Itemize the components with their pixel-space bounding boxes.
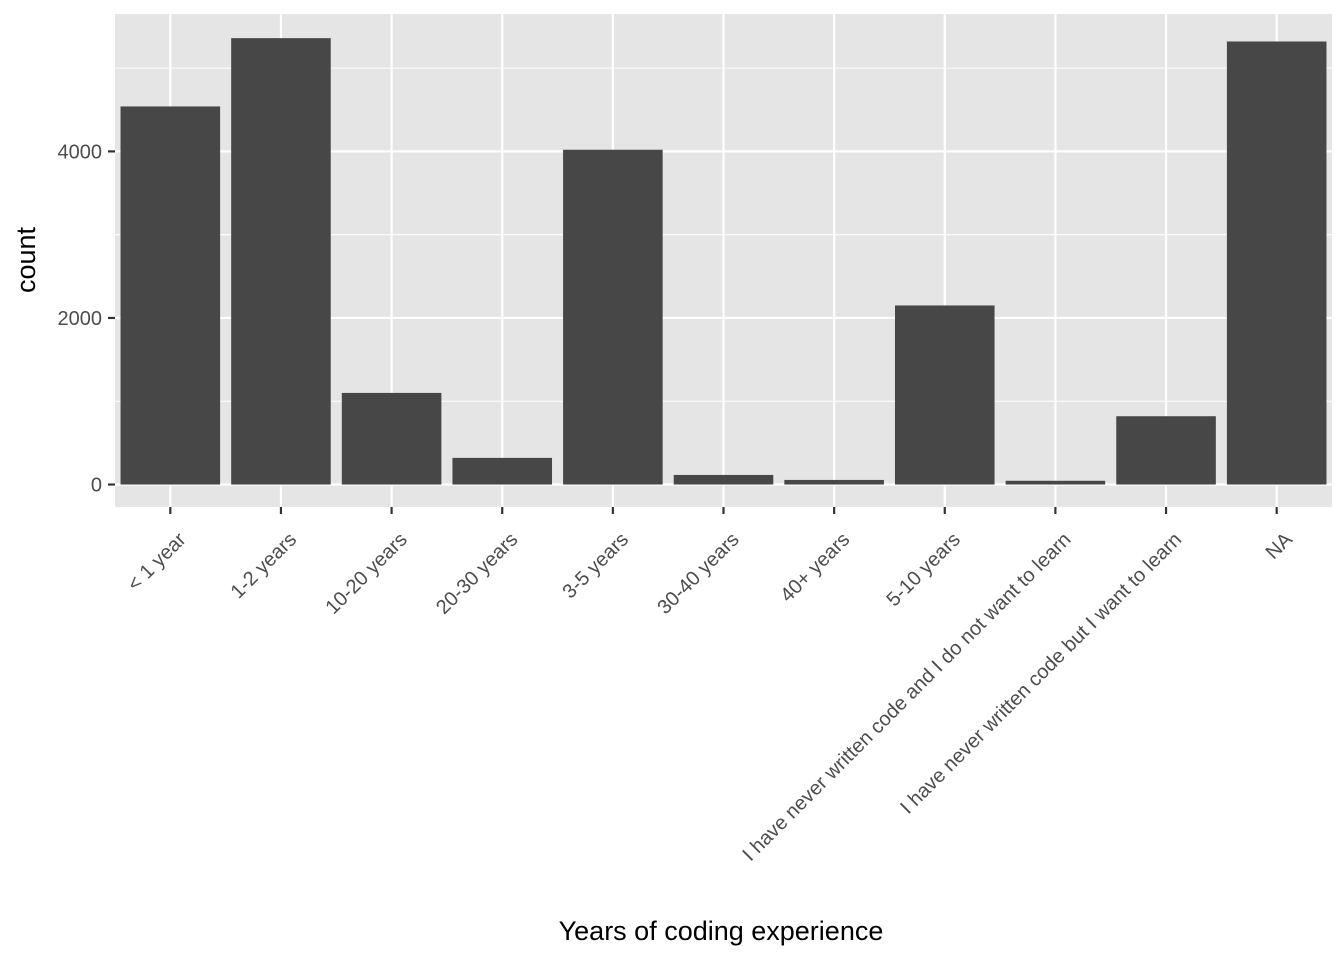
bar: [1116, 416, 1216, 485]
bar: [1005, 480, 1106, 485]
x-tick-label: 5-10 years: [883, 529, 965, 611]
bar: [120, 106, 221, 485]
bar: [563, 149, 663, 485]
x-tick-label: NA: [1262, 528, 1298, 564]
y-tick-label: 4000: [58, 141, 103, 163]
x-tick-label: 30-40 years: [653, 529, 743, 619]
bar: [231, 38, 331, 485]
y-axis: 0 2000 4000: [58, 141, 115, 497]
x-tick-label: 20-30 years: [432, 529, 522, 619]
bars: [120, 38, 1327, 485]
bar: [341, 392, 442, 485]
x-axis-title: Years of coding experience: [559, 916, 884, 946]
bar: [784, 479, 884, 485]
y-axis-title: count: [11, 226, 41, 293]
bar: [673, 474, 774, 485]
bar: [894, 305, 995, 485]
x-axis: < 1 year 1-2 years 10-20 years 20-30 years 3…: [123, 507, 1297, 866]
bar: [1226, 41, 1327, 485]
x-tick-label: 1-2 years: [227, 529, 302, 604]
bar: [452, 457, 553, 485]
y-tick-label: 2000: [58, 308, 103, 330]
x-tick-label: < 1 year: [123, 528, 190, 595]
x-tick-label: 40+ years: [776, 529, 854, 607]
y-tick-label: 0: [91, 475, 102, 497]
x-tick-label: 3-5 years: [559, 529, 634, 604]
x-tick-label: 10-20 years: [321, 529, 411, 619]
